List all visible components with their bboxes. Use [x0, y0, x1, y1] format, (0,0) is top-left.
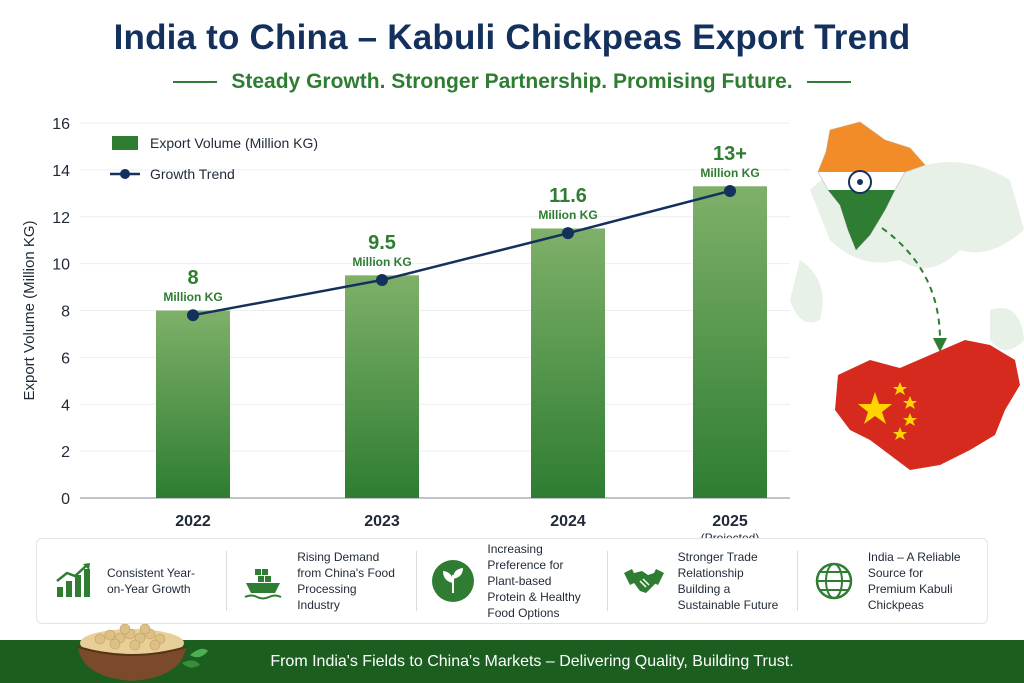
trade-route-arrowhead [933, 338, 947, 352]
y-tick-label: 14 [52, 163, 70, 180]
cargo-ship-icon [241, 559, 285, 603]
legend-label: Growth Trend [150, 166, 235, 182]
y-tick-label: 10 [52, 257, 70, 274]
page-subtitle: Steady Growth. Stronger Partnership. Pro… [231, 70, 793, 93]
subtitle-rule-left [173, 81, 218, 83]
feature-panel: Consistent Year-on-Year Growth Rising De… [36, 538, 988, 624]
y-axis-label: Export Volume (Million KG) [21, 220, 38, 400]
y-tick-label: 8 [61, 304, 70, 321]
legend-bar-swatch [112, 136, 138, 150]
feature-text: Increasing Preference for Plant-based Pr… [487, 542, 581, 620]
china-map-icon [835, 340, 1020, 470]
export-chart: 0 2 4 6 8 10 12 14 16 Export Volume (Million KG) 2… [21, 116, 790, 540]
data-label-value: 13+ [713, 143, 747, 165]
y-tick-label: 16 [52, 116, 70, 133]
handshake-icon [622, 559, 666, 603]
subtitle-row: Steady Growth. Stronger Partnership. Pro… [0, 70, 1024, 94]
footer-text: From India's Fields to China's Markets –… [270, 652, 794, 670]
trend-point-2025 [724, 184, 736, 197]
bar-2025 [693, 186, 767, 498]
y-tick-label: 0 [61, 491, 70, 508]
y-tick-label: 12 [52, 210, 70, 227]
data-label-unit: Million KG [700, 166, 759, 180]
feature-text: Rising Demand from China's Food Processi… [297, 550, 395, 612]
x-tick-label: 2025 [712, 513, 748, 530]
feature-text: Consistent Year-on-Year Growth [107, 566, 196, 596]
y-tick-label: 6 [61, 350, 70, 367]
india-map-icon [817, 121, 926, 251]
trend-point-2024 [562, 227, 574, 240]
feature-item-growth: Consistent Year-on-Year Growth [37, 551, 228, 611]
y-tick-label: 4 [61, 397, 70, 414]
data-label-value: 11.6 [549, 185, 587, 207]
feature-text: Stronger Trade Relationship Building a S… [677, 550, 779, 612]
trend-point-2023 [376, 274, 388, 287]
data-label-value: 8 [187, 267, 198, 289]
legend-line-marker [120, 169, 130, 179]
data-label-unit: Million KG [163, 290, 222, 304]
bar-2023 [345, 275, 419, 498]
feature-item-plant-based: Increasing Preference for Plant-based Pr… [417, 542, 608, 620]
globe-icon [812, 559, 856, 603]
subtitle-rule-right [806, 81, 851, 83]
trend-point-2022 [187, 309, 199, 322]
feature-item-trade: Stronger Trade Relationship Building a S… [608, 550, 798, 612]
data-label-unit: Million KG [352, 255, 411, 269]
plant-leaf-icon [431, 559, 475, 603]
x-tick-note: (Projected) [701, 531, 760, 540]
bar-growth-icon [51, 559, 95, 603]
x-tick-label: 2022 [175, 513, 211, 530]
x-tick-label: 2023 [364, 513, 400, 530]
page-title: India to China – Kabuli Chickpeas Export… [113, 18, 911, 57]
data-label-unit: Million KG [538, 208, 597, 222]
bar-2024 [531, 228, 605, 498]
chickpea-bowl-image [77, 623, 208, 681]
world-map-background [790, 162, 1024, 350]
trade-route-arrow [881, 227, 941, 341]
legend-label: Export Volume (Million KG) [150, 135, 318, 151]
feature-item-reliable: India – A Reliable Source for Premium Ka… [798, 550, 987, 612]
india-china-map [790, 121, 1024, 470]
feature-text: India – A Reliable Source for Premium Ka… [867, 550, 961, 612]
x-tick-label: 2024 [550, 513, 586, 530]
data-label-value: 9.5 [368, 232, 396, 254]
bar-2022 [156, 310, 230, 498]
y-tick-label: 2 [61, 444, 70, 461]
feature-item-demand: Rising Demand from China's Food Processi… [227, 550, 418, 612]
growth-trend-line [192, 189, 731, 317]
